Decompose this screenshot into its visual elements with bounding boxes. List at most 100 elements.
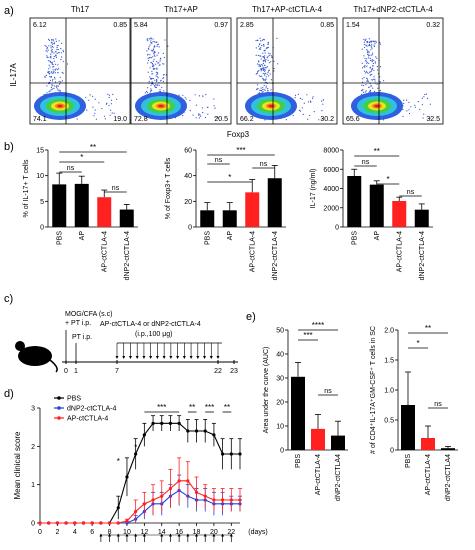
event-dot [54,72,56,74]
event-dot [92,106,94,108]
event-dot [371,68,373,70]
event-dot [259,43,261,45]
event-dot [154,55,156,57]
event-dot [365,38,367,40]
flow-plot: Th17 6.12 0.85 74.1 19.0 [29,5,131,125]
event-dot [406,110,408,112]
significance-label: *** [236,146,245,155]
significance-label: ns [215,157,223,164]
event-dot [150,42,152,44]
event-dot [53,60,56,62]
event-dot [372,62,374,65]
event-dot [201,107,203,109]
event-dot [89,94,91,96]
x-tick-label: 0 [38,529,42,536]
event-dot [51,52,53,54]
event-dot [58,52,60,54]
event-dot [370,54,372,56]
event-dot [372,65,374,67]
event-dot [263,60,265,62]
arrow-head [212,533,216,537]
event-dot [265,78,267,80]
event-dot [45,45,47,47]
legend-marker [57,416,61,420]
event-dot [217,117,219,119]
category-label: dNP2-ctCTLA4 [335,454,342,501]
event-dot [153,58,155,60]
event-dot [59,76,61,78]
event-dot [154,86,156,88]
event-dot [366,62,368,64]
flow-plot-title: Th17+dNP2-ctCTLA-4 [353,5,433,14]
event-dot [374,62,376,64]
event-dot [164,39,166,41]
event-dot [422,117,424,119]
legend-marker [57,406,61,410]
event-dot [55,85,57,87]
event-dot [277,63,279,65]
data-point [229,452,233,456]
event-dot [67,63,69,65]
arrow-head [162,356,166,359]
data-point [221,452,225,456]
event-dot [47,49,49,51]
event-dot [189,99,191,102]
event-dot [189,110,191,112]
arrow-head [160,533,164,537]
event-dot [257,63,259,65]
event-dot [421,104,423,106]
legend-label: dNP2-ctCTLA-4 [67,406,117,413]
event-dot [256,39,259,42]
event-dot [144,92,146,94]
event-dot [403,102,405,104]
y-tick-label: 20 [184,199,192,206]
event-dot [255,73,257,75]
category-label: AP [227,231,234,241]
arrow-head [209,356,213,359]
event-dot [156,44,158,46]
event-dot [153,53,155,55]
data-point [55,521,59,525]
event-dot [383,80,385,82]
event-dot [152,60,154,62]
event-dot [417,101,419,103]
event-dot [178,94,180,96]
event-dot [262,72,264,75]
event-dot [56,46,58,49]
event-dot [51,71,53,73]
x-tick-label: 12 [140,529,148,536]
event-dot [425,93,428,95]
arrow-head [116,533,120,537]
data-point [107,521,112,525]
event-dot [153,65,155,67]
bar [392,201,407,227]
arrow-head [216,356,220,359]
event-dot [150,37,152,39]
event-dot [195,117,197,119]
event-dot [270,89,272,91]
arrow-head [221,533,225,537]
event-dot [361,62,363,64]
event-dot [260,70,262,72]
event-dot [150,57,152,59]
event-dot [57,89,59,91]
event-dot [379,42,381,44]
event-dot [371,54,373,56]
event-dot [262,90,264,93]
event-dot [258,48,260,50]
event-dot [267,89,269,92]
event-dot [48,60,50,62]
y-tick-label: 50 [276,328,284,335]
significance-label: ** [224,403,230,412]
event-dot [364,65,366,67]
arrow-head [149,356,153,359]
event-dot [154,46,156,48]
event-dot [366,58,368,60]
event-dot [264,49,266,51]
event-dot [158,52,160,54]
event-dot [370,46,372,48]
event-dot [52,72,54,74]
event-dot [152,38,154,40]
event-dot [149,67,151,69]
y-tick-label: 60 [184,148,192,155]
